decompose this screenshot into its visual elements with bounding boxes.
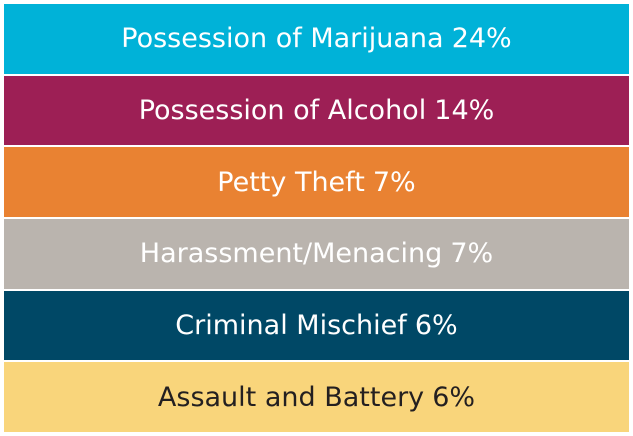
band-share: 7% (450, 238, 494, 270)
band: Petty Theft 7% (4, 147, 629, 218)
band-label: Criminal Mischief (175, 310, 407, 342)
band: Possession of Alcohol 14% (4, 75, 629, 146)
band-label: Harassment/Menacing (139, 238, 443, 270)
band-label: Possession of Alcohol (138, 95, 427, 126)
band: Possession of Marijuana 24% (4, 4, 629, 74)
band: Assault and Battery 6% (4, 362, 629, 433)
band-share: 6% (414, 310, 458, 342)
band: Harassment/Menacing 7% (4, 219, 629, 289)
band-label: Assault and Battery (157, 381, 425, 413)
band-share: 14% (434, 95, 495, 126)
band-share: 6% (432, 381, 476, 413)
band-share: 7% (372, 166, 416, 198)
band-share: 24% (451, 23, 512, 55)
band-label: Possession of Marijuana (121, 23, 444, 55)
band: Criminal Mischief 6% (4, 290, 629, 361)
band-label: Petty Theft (217, 166, 365, 198)
